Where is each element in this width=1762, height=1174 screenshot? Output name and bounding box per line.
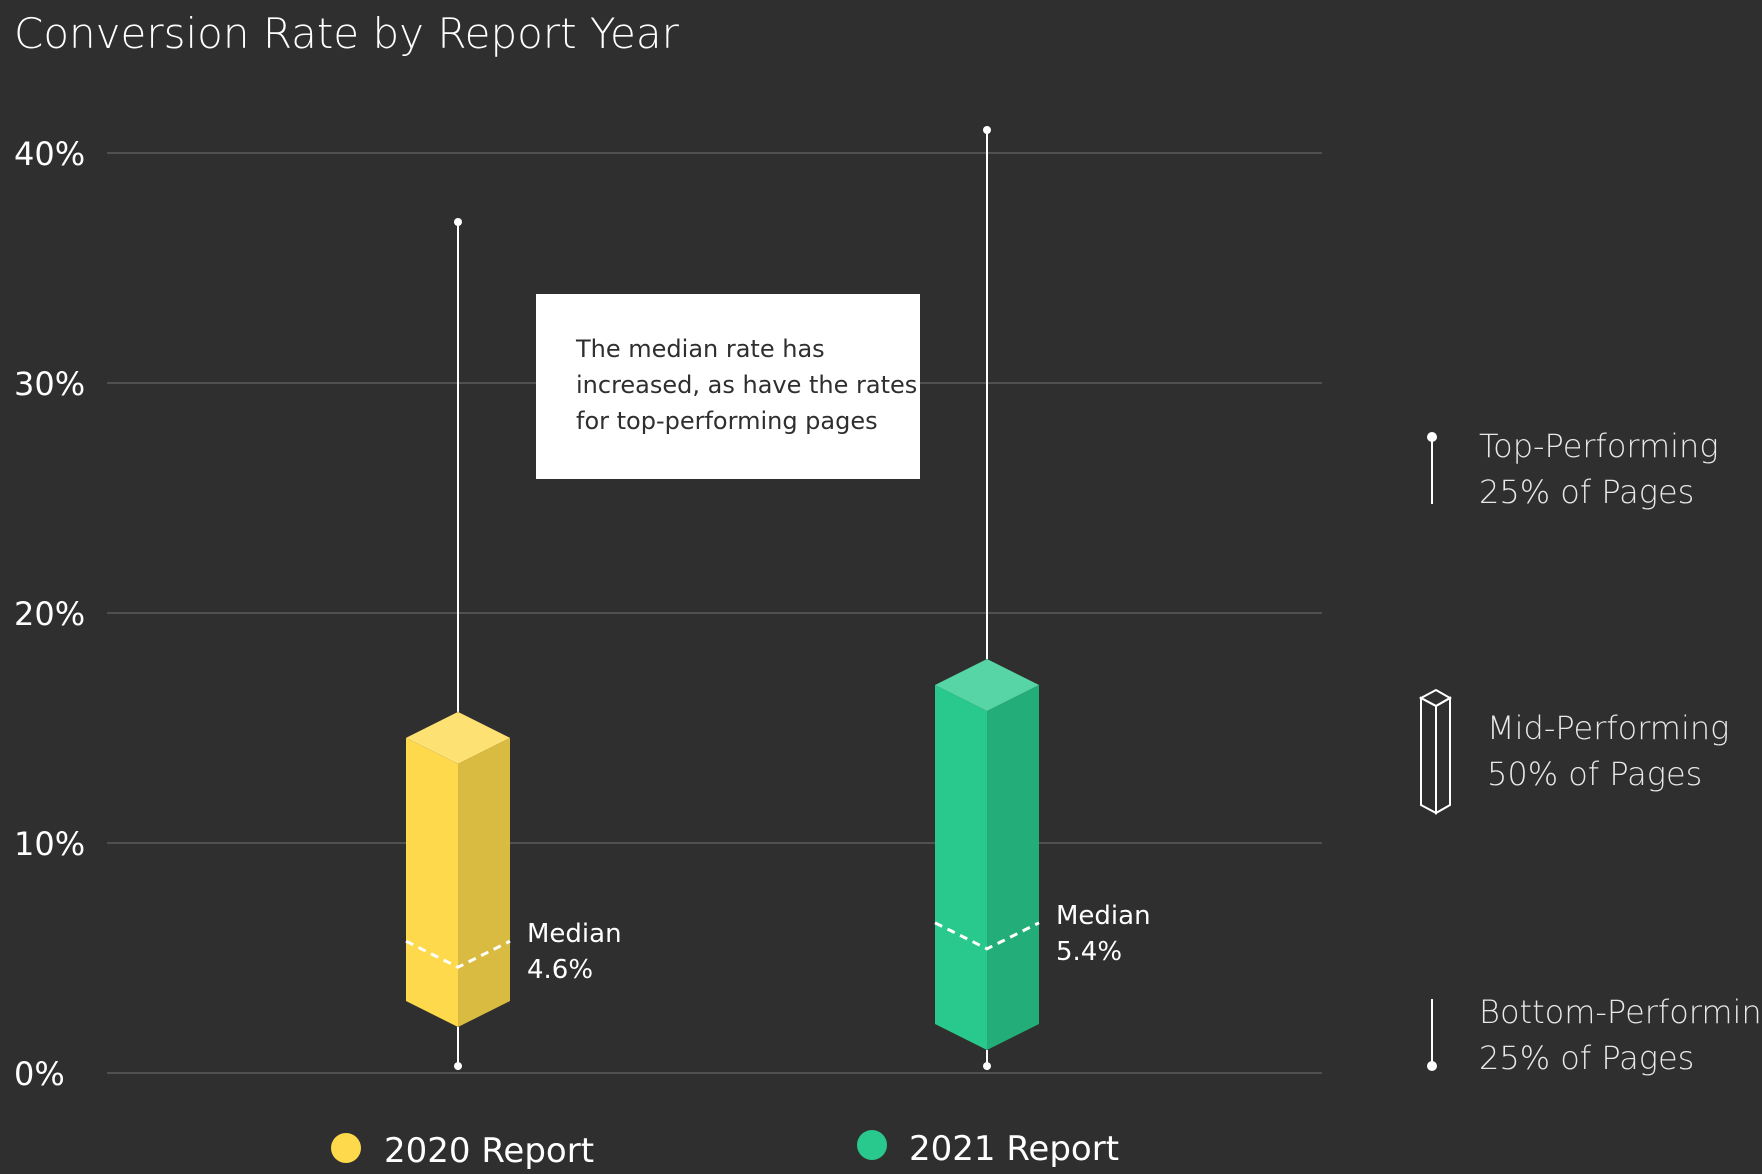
key-top-performing: Top-Performing 25% of Pages: [1427, 427, 1719, 511]
annotation-line-3: for top-performing pages: [576, 407, 878, 435]
legend-swatch-2020: [331, 1133, 361, 1163]
annotation-box: [536, 294, 920, 479]
legend-label-2020: 2020 Report: [384, 1131, 594, 1171]
box-right-face: [458, 737, 510, 1027]
grid: [107, 152, 1322, 1074]
key-bottom-whisker-dot: [1427, 1061, 1437, 1071]
box-left-face: [406, 737, 458, 1027]
key-bottom-line1: Bottom-Performing: [1479, 993, 1762, 1031]
box-2020[interactable]: Median 4.6%: [405, 218, 622, 1071]
y-tick-label: 40%: [14, 135, 85, 173]
min-point: [454, 1062, 462, 1071]
key-top-line2: 25% of Pages: [1479, 473, 1694, 511]
key-mid-line2: 50% of Pages: [1487, 755, 1702, 793]
key-mid-line1: Mid-Performing: [1487, 709, 1729, 747]
median-line: [934, 921, 1040, 951]
annotation-line-2: increased, as have the rates: [576, 371, 917, 399]
y-tick-label: 20%: [14, 595, 85, 633]
key-top-line1: Top-Performing: [1479, 427, 1719, 465]
y-axis: 0% 10% 20% 30% 40%: [14, 135, 85, 1093]
legend: 2020 Report 2021 Report: [331, 1129, 1119, 1171]
plot-area: Median 4.6% Median 5.4%: [405, 126, 1151, 1071]
box-top-face: [406, 711, 510, 764]
median-label: Median: [527, 919, 622, 949]
box-top-face: [935, 659, 1039, 711]
median-value: 5.4%: [1056, 937, 1122, 967]
y-tick-label: 30%: [14, 365, 85, 403]
box-left-face: [935, 685, 987, 1050]
median-value: 4.6%: [527, 955, 593, 985]
median-line: [405, 939, 511, 969]
y-tick-label: 0%: [14, 1055, 65, 1093]
legend-item-2020[interactable]: 2020 Report: [331, 1131, 594, 1171]
annotation-line-1: The median rate has: [575, 335, 825, 363]
median-label: Median: [1056, 901, 1151, 931]
min-point: [983, 1062, 991, 1071]
max-point: [454, 218, 462, 226]
key-bottom-line2: 25% of Pages: [1479, 1039, 1694, 1077]
box-right-face: [987, 685, 1039, 1050]
key-mid-performing: Mid-Performing 50% of Pages: [1418, 688, 1729, 815]
max-point: [983, 126, 991, 134]
key-box-top-face: [1418, 688, 1453, 708]
legend-item-2021[interactable]: 2021 Report: [857, 1129, 1119, 1169]
box-key: Top-Performing 25% of Pages Mid-Performi…: [1418, 427, 1762, 1077]
legend-label-2021: 2021 Report: [909, 1129, 1119, 1169]
chart-title: Conversion Rate by Report Year: [14, 9, 680, 58]
key-bottom-performing: Bottom-Performing 25% of Pages: [1427, 993, 1762, 1077]
annotation-callout: The median rate has increased, as have t…: [536, 294, 920, 479]
key-box-right-face: [1435, 696, 1451, 815]
legend-swatch-2021: [857, 1130, 887, 1160]
y-tick-label: 10%: [14, 825, 85, 863]
box-2021[interactable]: Median 5.4%: [934, 126, 1151, 1071]
key-box-left-face: [1420, 696, 1437, 815]
